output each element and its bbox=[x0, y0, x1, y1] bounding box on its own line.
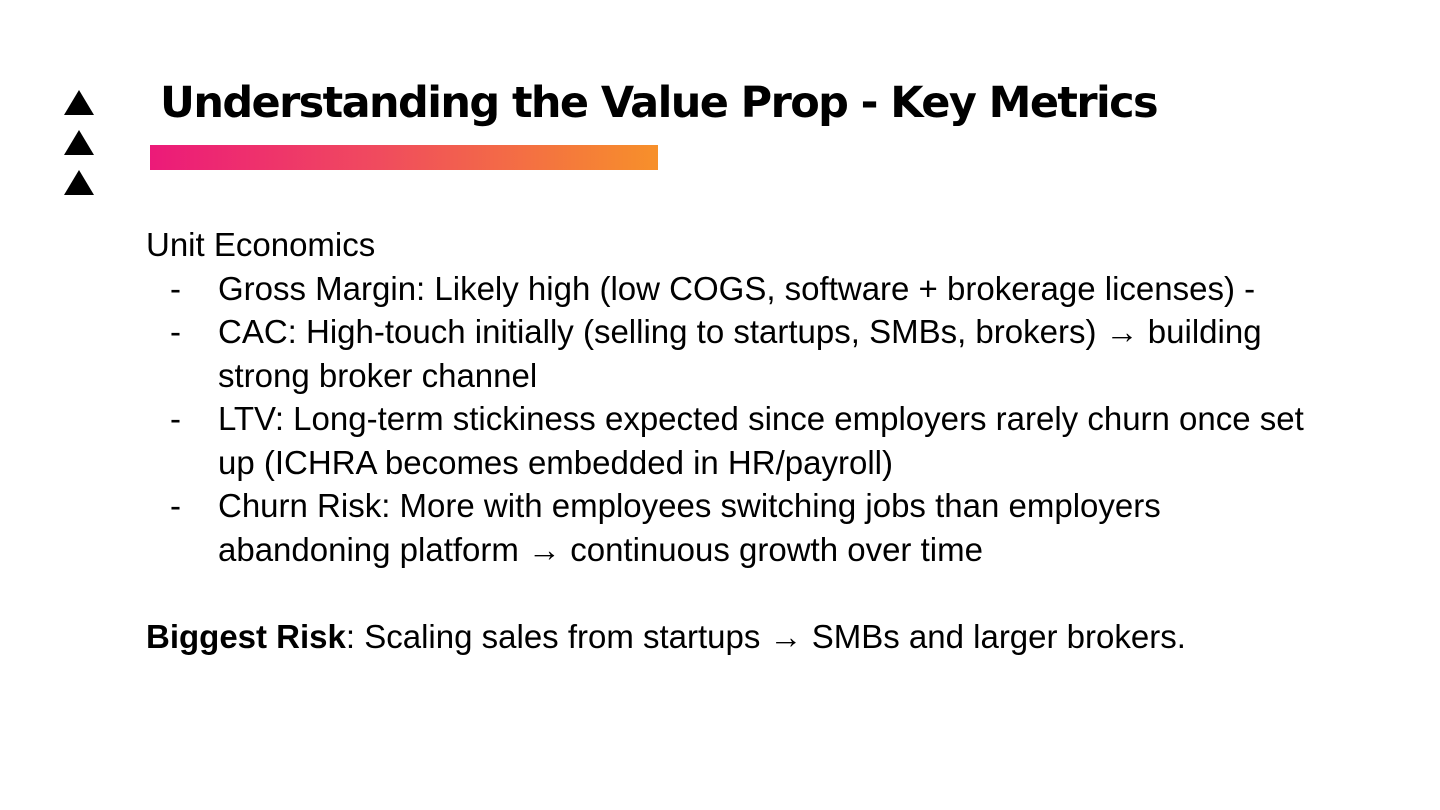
bullet-text: Churn Risk: More with employees switchin… bbox=[218, 487, 1161, 568]
title-accent-bar bbox=[150, 145, 658, 170]
bullet-marker: - bbox=[170, 269, 181, 307]
triangle-icon bbox=[64, 170, 94, 195]
bullet-item-cac: - CAC: High-touch initially (selling to … bbox=[146, 310, 1306, 397]
bullet-item-gross-margin: - Gross Margin: Likely high (low COGS, s… bbox=[146, 267, 1306, 311]
bullet-list: - Gross Margin: Likely high (low COGS, s… bbox=[146, 267, 1306, 572]
bullet-marker: - bbox=[170, 487, 181, 524]
triangle-icon bbox=[64, 130, 94, 155]
bullet-marker: - bbox=[170, 313, 181, 350]
slide-body: Unit Economics - Gross Margin: Likely hi… bbox=[146, 223, 1306, 658]
bullet-item-churn-risk: - Churn Risk: More with employees switch… bbox=[146, 484, 1306, 571]
stacked-triangles-icon bbox=[62, 90, 96, 196]
bullet-text: Gross Margin: Likely high (low COGS, sof… bbox=[218, 269, 1256, 307]
bullet-text: CAC: High-touch initially (selling to st… bbox=[218, 313, 1262, 394]
section-heading: Unit Economics bbox=[146, 226, 376, 263]
slide-title: Understanding the Value Prop - Key Metri… bbox=[160, 78, 1159, 128]
bullet-item-ltv: - LTV: Long-term stickiness expected sin… bbox=[146, 397, 1306, 484]
triangle-icon bbox=[64, 90, 94, 115]
bullet-text: LTV: Long-term stickiness expected since… bbox=[218, 400, 1304, 481]
biggest-risk-text: : Scaling sales from startups → SMBs and… bbox=[345, 617, 1186, 655]
biggest-risk-label: Biggest Risk bbox=[146, 617, 346, 655]
bullet-marker: - bbox=[170, 400, 181, 437]
biggest-risk-line: Biggest Risk: Scaling sales from startup… bbox=[146, 615, 1306, 659]
